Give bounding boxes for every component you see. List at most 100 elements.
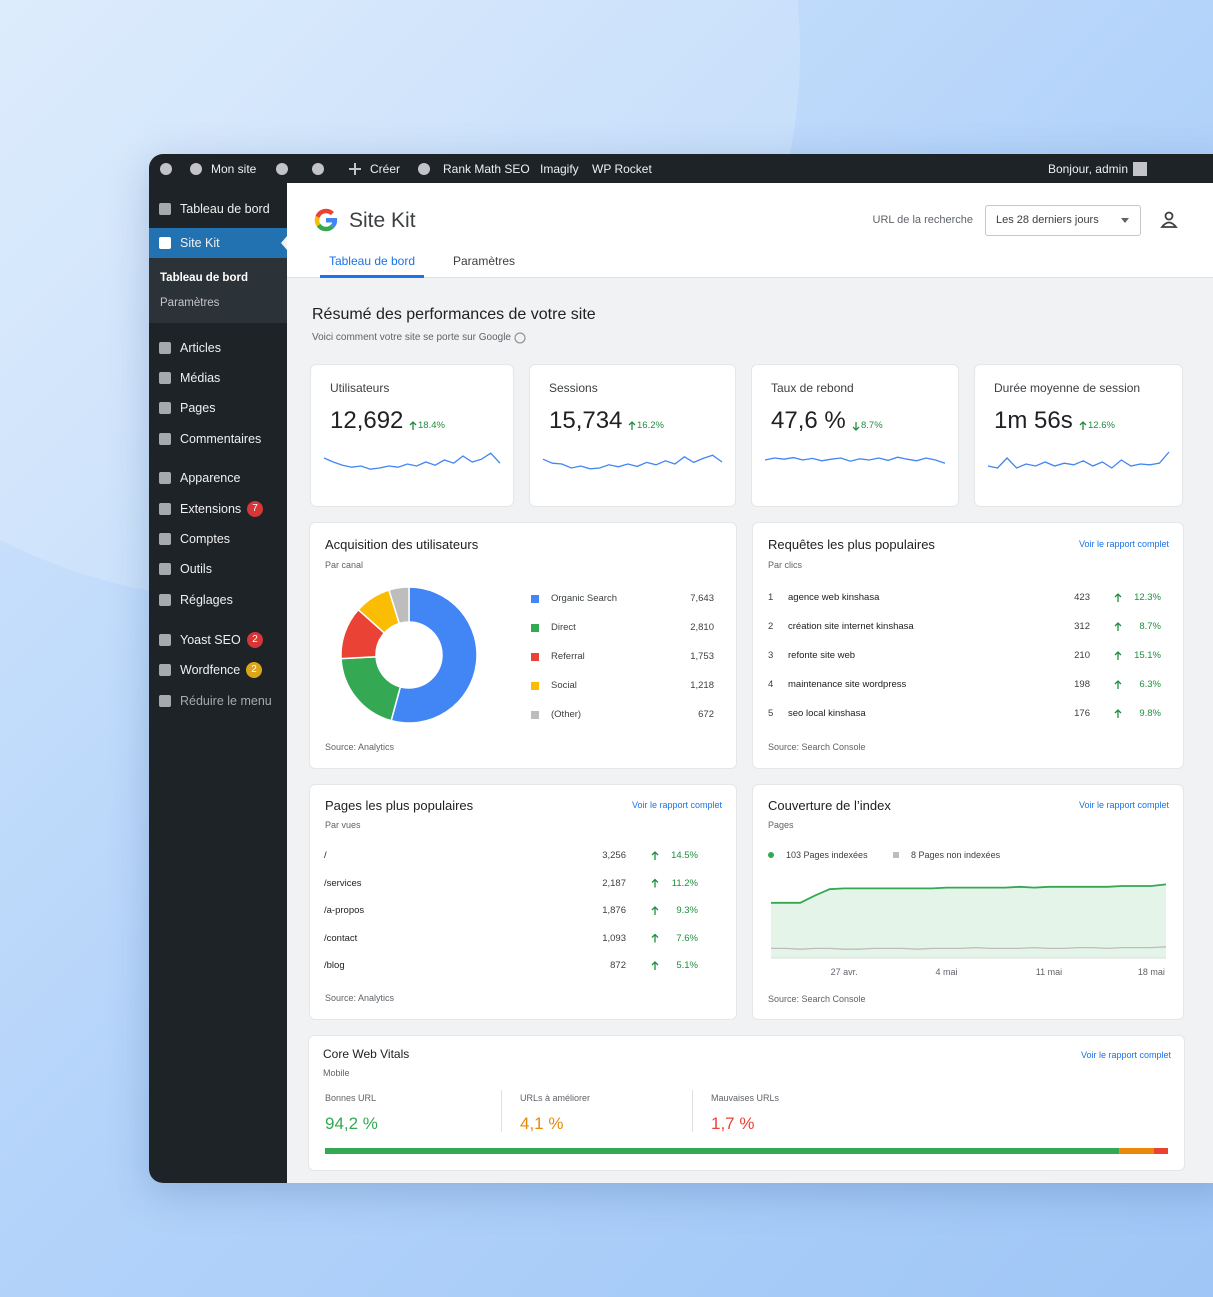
admin-icon	[418, 163, 430, 175]
tab[interactable]: Tableau de bord	[328, 254, 416, 268]
legend-value: 1,753	[690, 651, 714, 663]
admin-link[interactable]: Mon site	[211, 162, 257, 176]
menu-item[interactable]: Tableau de bord	[180, 201, 270, 216]
separator	[692, 1090, 693, 1132]
trend-arrow	[651, 851, 659, 860]
views: 1,876	[602, 905, 626, 917]
report-link[interactable]: Voir le rapport complet	[1080, 1049, 1171, 1060]
plus-icon	[349, 163, 361, 175]
query: création site internet kinshasa	[788, 621, 914, 633]
google-logo	[315, 208, 334, 218]
rank: 4	[768, 679, 774, 691]
admin-link[interactable]: WP Rocket	[592, 162, 652, 176]
x-tick-label: 11 mai	[1035, 966, 1063, 977]
menu-icon	[159, 342, 171, 354]
report-link[interactable]: Voir le rapport complet	[1078, 538, 1169, 549]
admin-icon	[190, 163, 202, 175]
trend-arrow	[651, 906, 659, 915]
section-subtitle: Voici comment votre site se porte sur Go…	[312, 332, 511, 343]
report-link[interactable]: Voir le rapport complet	[631, 799, 722, 810]
admin-icon	[312, 163, 324, 175]
legend-swatch	[531, 653, 539, 661]
tab[interactable]: Paramètres	[452, 254, 516, 268]
views: 3,256	[602, 850, 626, 862]
vital-bar	[325, 1148, 1120, 1154]
trend-arrow	[628, 421, 636, 430]
vital-bar	[1119, 1148, 1154, 1154]
menu-icon	[159, 634, 171, 646]
menu-item[interactable]: Apparence	[180, 470, 241, 485]
page-path: /a-propos	[324, 905, 365, 917]
legend-swatch	[531, 711, 539, 719]
sidebar	[149, 183, 287, 1183]
submenu-item[interactable]: Tableau de bord	[160, 272, 248, 285]
page-path: /	[324, 850, 327, 862]
metric-value: 15,734	[549, 407, 623, 434]
metric-label: Taux de rebond	[771, 381, 854, 395]
dropdown[interactable]	[985, 205, 1141, 236]
trend-arrow	[1114, 709, 1122, 718]
metric-change: 16.2%	[637, 420, 664, 432]
greeting: Bonjour, admin	[1047, 162, 1128, 176]
query: agence web kinshasa	[788, 592, 880, 604]
admin-link[interactable]: Rank Math SEO	[443, 162, 530, 176]
section-title: Résumé des performances de votre site	[312, 306, 596, 323]
menu-item[interactable]: Yoast SEO	[180, 632, 241, 647]
menu-item[interactable]: Outils	[180, 561, 212, 576]
menu-item[interactable]: Comptes	[180, 531, 231, 546]
google-logo	[316, 223, 334, 232]
clicks: 423	[1074, 592, 1090, 604]
legend-value: 672	[698, 709, 714, 721]
card-title: Pages les plus populaires	[325, 797, 474, 813]
tab-underline	[320, 275, 424, 278]
menu-icon	[159, 503, 171, 515]
menu-icon	[159, 533, 171, 545]
legend-value: 2,810	[690, 622, 714, 634]
menu-item[interactable]: Réduire le menu	[180, 693, 272, 708]
change: 14.5%	[671, 850, 698, 862]
donut-slice	[340, 655, 402, 722]
admin-link[interactable]: Imagify	[540, 162, 579, 176]
trend-arrow	[651, 878, 659, 888]
menu-item[interactable]: Site Kit	[180, 235, 220, 250]
report-link[interactable]: Voir le rapport complet	[1078, 799, 1169, 810]
menu-item[interactable]: Wordfence	[180, 662, 241, 677]
trend-arrow	[1114, 593, 1122, 602]
admin-link[interactable]: Créer	[370, 162, 401, 176]
menu-item[interactable]: Médias	[180, 370, 221, 385]
menu-item[interactable]: Réglages	[180, 592, 233, 607]
dropdown-value[interactable]: Les 28 derniers jours	[996, 213, 1099, 226]
metric-label: Utilisateurs	[330, 381, 390, 395]
menu-item[interactable]: Pages	[180, 400, 216, 415]
menu-icon	[159, 237, 171, 249]
vital-value: 94,2 %	[325, 1113, 378, 1133]
browser-window: Mon site Créer Rank Math SEO Imagify WP Rock…	[149, 154, 1213, 1183]
menu-item[interactable]: Commentaires	[180, 431, 262, 446]
menu-item[interactable]: Extensions	[180, 501, 242, 516]
views: 2,187	[602, 877, 626, 889]
x-tick-label: 27 avr.	[830, 966, 858, 977]
card-subtitle: Pages	[768, 819, 794, 830]
badge: 2	[247, 632, 263, 648]
trend-arrow	[1114, 680, 1122, 689]
legend-label: Referral	[551, 651, 585, 663]
badge: 7	[247, 501, 263, 517]
graphics	[159, 163, 1178, 1154]
badge: 2	[246, 662, 262, 678]
sparkline	[542, 454, 723, 470]
card-title: Couverture de l’index	[768, 797, 891, 813]
admin-icon	[276, 163, 288, 175]
user-icon	[1164, 211, 1174, 221]
change: 15.1%	[1134, 650, 1161, 662]
submenu-item[interactable]: Paramètres	[160, 297, 220, 310]
rank: 5	[768, 708, 774, 720]
menu-item[interactable]: Articles	[180, 340, 221, 355]
page-path: /blog	[324, 960, 345, 972]
trend-arrow	[651, 933, 659, 943]
clicks: 176	[1074, 708, 1090, 720]
legend-swatch	[531, 595, 539, 603]
vital-label: Mauvaises URLs	[711, 1092, 780, 1103]
card	[309, 522, 737, 769]
rank: 1	[768, 592, 774, 604]
